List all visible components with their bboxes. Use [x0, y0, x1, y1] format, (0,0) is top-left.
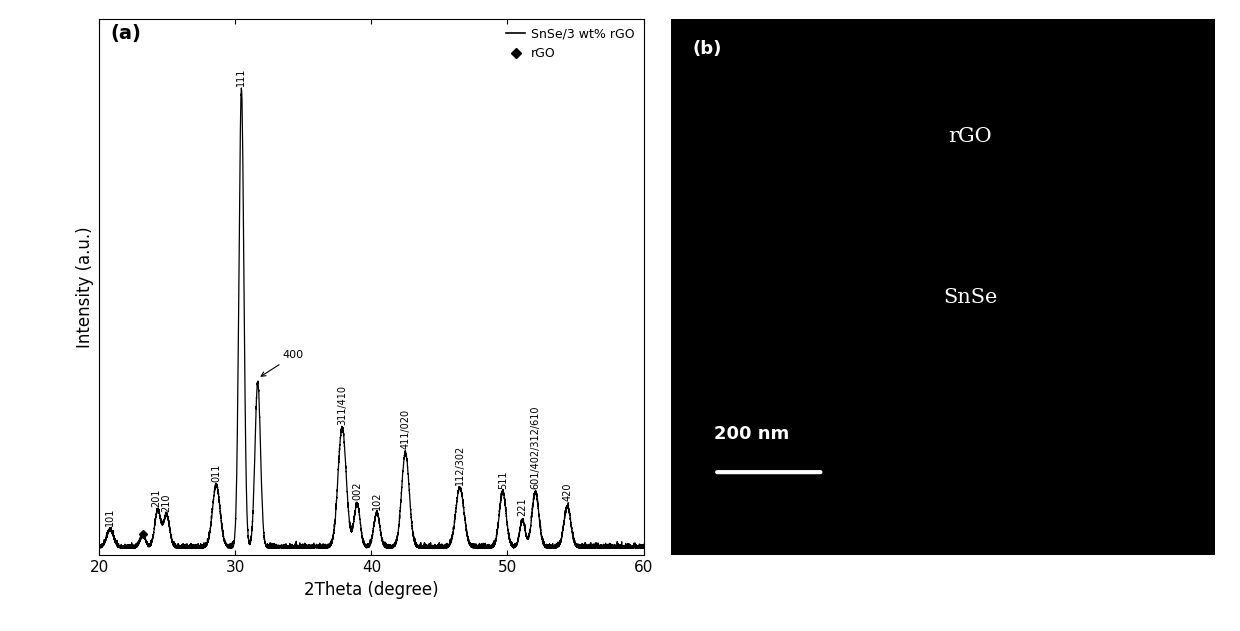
Text: 311/410: 311/410 — [337, 385, 347, 425]
Text: SnSe: SnSe — [944, 288, 997, 307]
Text: 511: 511 — [497, 471, 507, 489]
Text: 002: 002 — [352, 481, 362, 500]
Text: 112/302: 112/302 — [455, 444, 465, 485]
Text: 601/402/312/610: 601/402/312/610 — [531, 406, 541, 490]
Text: 200 nm: 200 nm — [714, 425, 790, 443]
Y-axis label: Intensity (a.u.): Intensity (a.u.) — [76, 227, 94, 348]
X-axis label: 2Theta (degree): 2Theta (degree) — [304, 581, 439, 599]
Text: 111: 111 — [237, 68, 247, 86]
Text: 201: 201 — [151, 489, 161, 507]
Text: (b): (b) — [693, 40, 722, 59]
Text: 420: 420 — [563, 483, 573, 502]
Legend: SnSe/3 wt% rGO, rGO: SnSe/3 wt% rGO, rGO — [501, 23, 640, 65]
Text: 101: 101 — [105, 507, 115, 526]
Text: 011: 011 — [211, 464, 221, 482]
Text: rGO: rGO — [949, 127, 992, 146]
Text: 210: 210 — [161, 493, 171, 512]
Text: 102: 102 — [372, 492, 382, 510]
Text: 221: 221 — [517, 497, 527, 516]
Text: (a): (a) — [110, 25, 141, 44]
Text: 400: 400 — [262, 350, 304, 376]
Text: 411/020: 411/020 — [401, 408, 410, 449]
